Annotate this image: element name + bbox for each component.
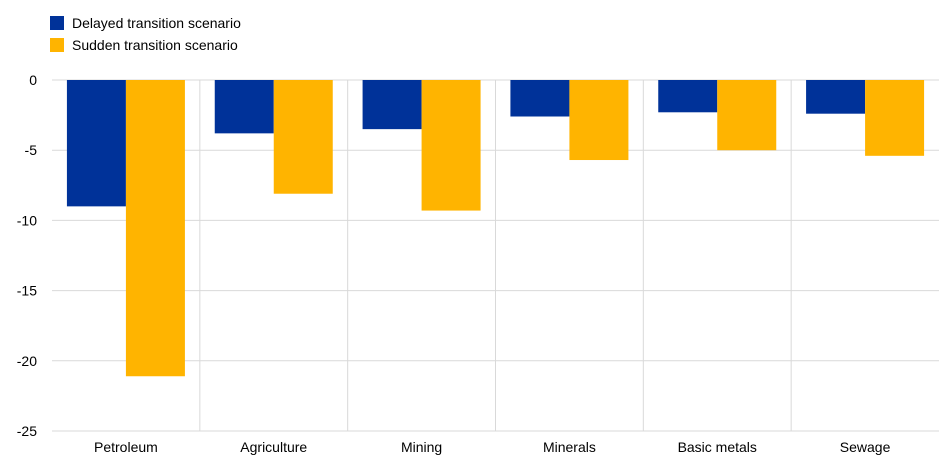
bar-0-5	[806, 80, 866, 114]
x-tick-label-4: Basic metals	[678, 439, 757, 455]
x-tick-label-0: Petroleum	[94, 439, 158, 455]
y-tick-label-0: 0	[29, 72, 37, 88]
bar-1-4	[717, 80, 777, 151]
bars	[66, 80, 925, 377]
bar-1-3	[569, 80, 629, 161]
y-tick-label-1: -5	[25, 142, 38, 158]
legend-label-1: Sudden transition scenario	[72, 37, 238, 53]
legend-label-0: Delayed transition scenario	[72, 15, 241, 31]
bar-1-1	[273, 80, 333, 194]
bar-0-0	[66, 80, 126, 207]
bar-1-5	[865, 80, 925, 156]
legend-swatch-1	[50, 38, 64, 52]
y-tick-label-4: -20	[17, 353, 37, 369]
bar-1-0	[125, 80, 185, 377]
bar-0-4	[658, 80, 718, 113]
legend: Delayed transition scenario Sudden transi…	[50, 15, 241, 53]
y-axis-tick-labels: 0 -5 -10 -15 -20 -25	[17, 72, 37, 439]
bar-0-1	[214, 80, 274, 134]
y-tick-label-2: -10	[17, 212, 37, 228]
x-tick-label-5: Sewage	[840, 439, 891, 455]
bar-1-2	[421, 80, 481, 211]
bar-0-2	[362, 80, 422, 130]
y-tick-label-3: -15	[17, 283, 37, 299]
x-tick-label-3: Minerals	[543, 439, 596, 455]
bar-0-3	[510, 80, 570, 117]
legend-swatch-0	[50, 16, 64, 30]
x-tick-label-2: Mining	[401, 439, 442, 455]
x-axis-tick-labels: Petroleum Agriculture Mining Minerals Basic …	[94, 439, 891, 455]
x-tick-label-1: Agriculture	[240, 439, 307, 455]
y-tick-label-5: -25	[17, 423, 37, 439]
category-dividers	[199, 80, 792, 431]
